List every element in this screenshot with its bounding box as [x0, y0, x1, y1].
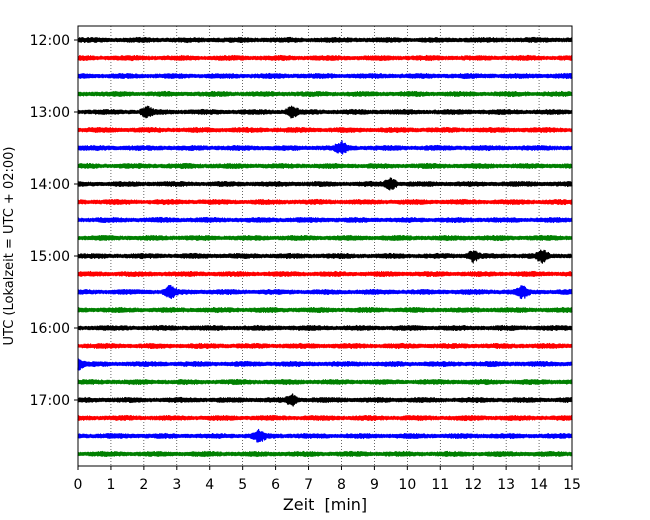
- plot-frame: [77, 25, 573, 467]
- seismogram-trace: [77, 270, 573, 278]
- x-tick-label: 8: [337, 477, 346, 493]
- seismogram-trace: [77, 90, 573, 98]
- seismogram-trace: [77, 249, 573, 264]
- seismogram-trace: [77, 216, 573, 224]
- x-tick-label: 12: [464, 477, 482, 493]
- x-tick-label: 5: [238, 477, 247, 493]
- y-tick-label: 14:00: [30, 177, 70, 193]
- x-tick-label: 13: [497, 477, 515, 493]
- x-tick-label: 4: [205, 477, 214, 493]
- y-tick-label: 16:00: [30, 321, 70, 337]
- seismogram-trace: [77, 428, 573, 443]
- seismogram-trace: [77, 177, 573, 191]
- y-axis-label: UTC (Lokalzeit = UTC + 02:00): [2, 147, 17, 346]
- x-tick-label: 3: [172, 477, 181, 493]
- x-tick-label: 10: [398, 477, 416, 493]
- y-tick-label: 12:00: [30, 33, 70, 49]
- x-tick-label: 11: [431, 477, 449, 493]
- x-tick-label: 7: [304, 477, 313, 493]
- x-tick-label: 6: [271, 477, 280, 493]
- seismogram-trace: [77, 126, 573, 134]
- x-tick-label: 2: [139, 477, 148, 493]
- seismogram-trace: [77, 105, 573, 119]
- seismogram-trace: [77, 306, 573, 314]
- seismogram-trace: [77, 140, 573, 155]
- x-tick-label: 0: [74, 477, 83, 493]
- seismogram-trace: [77, 54, 573, 62]
- seismogram-traces: [77, 36, 573, 458]
- x-tick-label: 14: [530, 477, 548, 493]
- x-axis-label: Zeit [min]: [283, 495, 367, 514]
- x-tick-label: 9: [370, 477, 379, 493]
- seismogram-trace: [77, 162, 573, 170]
- seismogram-trace: [77, 198, 573, 206]
- x-tick-label: 1: [106, 477, 115, 493]
- x-axis-ticks: 0 1 2 3 4 5 6 7 8 9 10 11 12 13 14 15: [74, 466, 581, 493]
- seismogram-trace: [77, 324, 573, 332]
- x-tick-label: 15: [563, 477, 581, 493]
- seismogram-trace: [77, 358, 573, 371]
- y-tick-label: 13:00: [30, 105, 70, 121]
- seismogram-trace: [77, 234, 573, 242]
- seismogram-trace: [77, 342, 573, 350]
- seismogram-trace: [77, 414, 573, 422]
- seismogram-trace: [77, 36, 573, 44]
- y-tick-label: 17:00: [30, 393, 70, 409]
- y-axis-ticks: 12:00 13:00 14:00 15:00 16:00 17:00: [30, 33, 78, 409]
- seismogram-trace: [77, 378, 573, 386]
- seismogram-trace: [77, 284, 573, 300]
- seismogram-trace: [77, 450, 573, 458]
- seismogram-trace: [77, 72, 573, 80]
- seismogram-trace: [77, 393, 573, 407]
- y-tick-label: 15:00: [30, 249, 70, 265]
